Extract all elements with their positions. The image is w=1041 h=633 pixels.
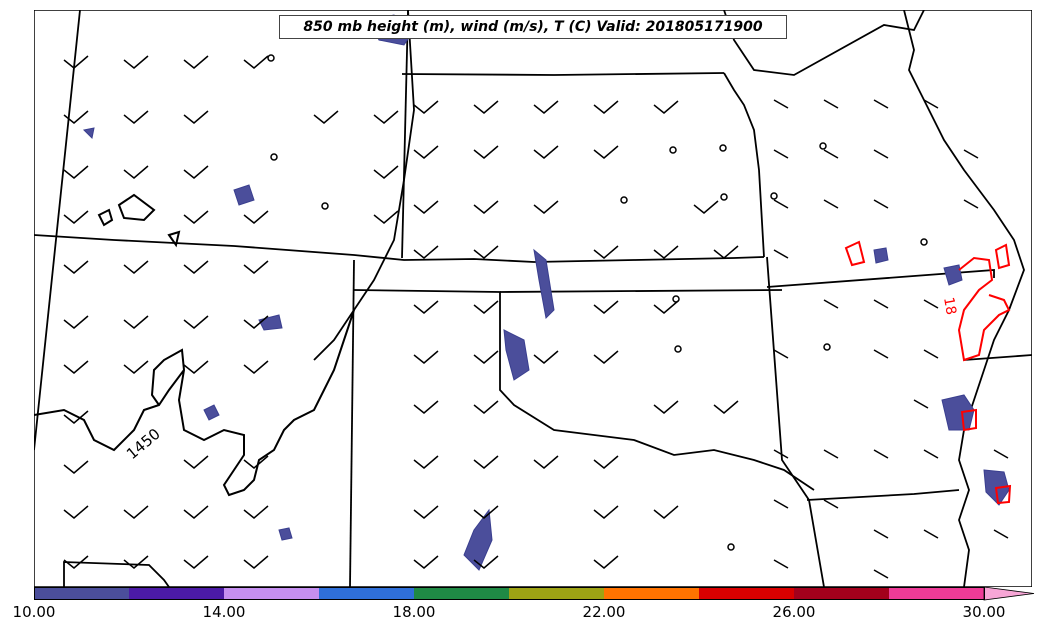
boundary-colorado-nm-front [313, 10, 415, 361]
colorbar-segment [604, 587, 699, 600]
colorbar-tick-label: 18.00 [392, 603, 436, 621]
colorbar-segment [129, 587, 224, 600]
colorbar-border [34, 587, 985, 600]
colorbar-segment [319, 587, 414, 600]
boundary-mississippi-river [903, 10, 1025, 587]
wind-barbs [63, 55, 1009, 579]
colorbar-segment [224, 587, 319, 600]
calm-wind-markers [267, 54, 928, 551]
colorbar-segment [34, 587, 129, 600]
colorbar-segment [414, 587, 509, 600]
colorbar-tick-label: 14.00 [202, 603, 246, 621]
boundary-east-lower [963, 354, 1032, 361]
boundary-colorado-kansas [401, 10, 409, 259]
height-contour-blob-3 [167, 230, 181, 248]
boundary-iowa [723, 72, 765, 258]
temperature-contour-18 [957, 256, 1011, 362]
temperature-contours [844, 240, 1012, 505]
colorbar-tick-label: 22.00 [582, 603, 626, 621]
height-contour-blob-2 [117, 193, 156, 222]
boundary-utah-colorado-west [34, 10, 81, 451]
temperature-contour-label: 18 [940, 296, 959, 316]
map-panel: 1450 18 [34, 10, 1032, 587]
boundary-southwest [63, 561, 170, 587]
colorbar-tick-label: 10.00 [12, 603, 56, 621]
colorbar-tick-label: 30.00 [962, 603, 1006, 621]
colorbar-extend-arrow [983, 587, 1035, 601]
boundary-arkansas-south [806, 489, 960, 501]
colorbar-tick-label: 26.00 [772, 603, 816, 621]
colorbar-segment [509, 587, 604, 600]
boundary-arkansas-missouri [766, 269, 995, 288]
height-contour-blob-1 [97, 208, 114, 227]
boundary-east-state [766, 256, 825, 587]
colorbar-segment [889, 587, 984, 600]
map-title: 850 mb height (m), wind (m/s), T (C) Val… [279, 15, 787, 39]
height-contours [34, 193, 355, 497]
boundary-kansas-oklahoma [353, 289, 815, 491]
boundary-nebraska-kansas [401, 72, 725, 76]
colorbar [34, 587, 1035, 601]
height-contour-1450 [34, 309, 355, 497]
boundary-north-east [723, 10, 925, 76]
colorbar-segment [699, 587, 794, 600]
map-border [34, 10, 1032, 587]
colorbar-segment [794, 587, 889, 600]
